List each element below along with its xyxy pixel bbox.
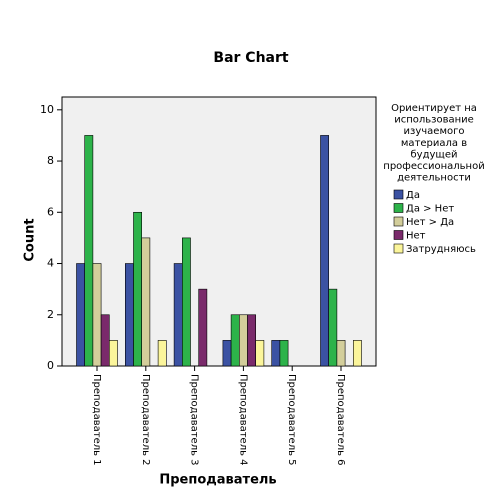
bar <box>182 237 191 367</box>
bar <box>125 263 134 367</box>
bar <box>247 314 256 367</box>
y-tick-label: 2 <box>47 308 54 321</box>
bar <box>271 340 281 367</box>
y-tick-label: 8 <box>47 154 54 167</box>
x-tick-label: Преподаватель 1 <box>91 374 102 466</box>
legend-swatch <box>393 243 404 254</box>
x-tick-label: Преподаватель 2 <box>140 374 151 466</box>
legend-title: использование <box>394 115 474 126</box>
bar <box>100 314 110 367</box>
bar <box>222 340 232 367</box>
x-tick-label: Преподаватель 6 <box>335 374 346 466</box>
x-tick-label: Преподаватель 3 <box>189 374 200 466</box>
legend-title: Ориентирует на <box>391 103 477 114</box>
x-tick-label: Преподаватель 4 <box>237 374 248 466</box>
bar <box>92 263 102 367</box>
bar <box>328 288 338 367</box>
legend-swatch <box>393 230 404 240</box>
bar <box>336 340 346 367</box>
bar <box>109 340 118 367</box>
legend-swatch <box>393 203 404 213</box>
y-tick-label: 10 <box>40 103 54 116</box>
legend-label: Да > Нет <box>406 204 454 215</box>
legend-swatch <box>393 216 404 227</box>
y-tick-label: 4 <box>47 257 54 270</box>
bar <box>352 340 362 367</box>
legend-swatch <box>393 189 404 200</box>
legend-title: будущей <box>411 149 458 160</box>
x-tick-label: Преподаватель 5 <box>286 374 297 466</box>
legend-title: деятельности <box>397 173 471 184</box>
legend-label: Нет > Да <box>406 217 454 228</box>
legend-label: Нет <box>406 231 426 242</box>
legend-title: материала в <box>401 138 467 149</box>
bar <box>84 135 94 367</box>
legend-title: изучаемого <box>404 126 465 137</box>
bar <box>76 263 85 367</box>
bar <box>198 288 208 367</box>
legend-label: Да <box>406 190 420 201</box>
bar <box>230 314 240 367</box>
bar <box>255 340 265 367</box>
legend-label: Затрудняюсь <box>406 244 476 255</box>
y-tick-label: 0 <box>47 359 54 372</box>
y-tick-label: 6 <box>47 205 54 218</box>
bar <box>239 314 248 367</box>
legend-title: профессиональной <box>383 161 484 172</box>
bar <box>279 340 289 367</box>
x-axis-label: Преподаватель <box>159 473 276 488</box>
bar <box>157 340 167 367</box>
bar <box>173 263 183 367</box>
y-axis-label: Count <box>23 218 38 261</box>
bar <box>133 211 142 367</box>
chart-title: Bar Chart <box>213 50 288 66</box>
bar <box>141 237 151 367</box>
bar <box>320 135 329 367</box>
